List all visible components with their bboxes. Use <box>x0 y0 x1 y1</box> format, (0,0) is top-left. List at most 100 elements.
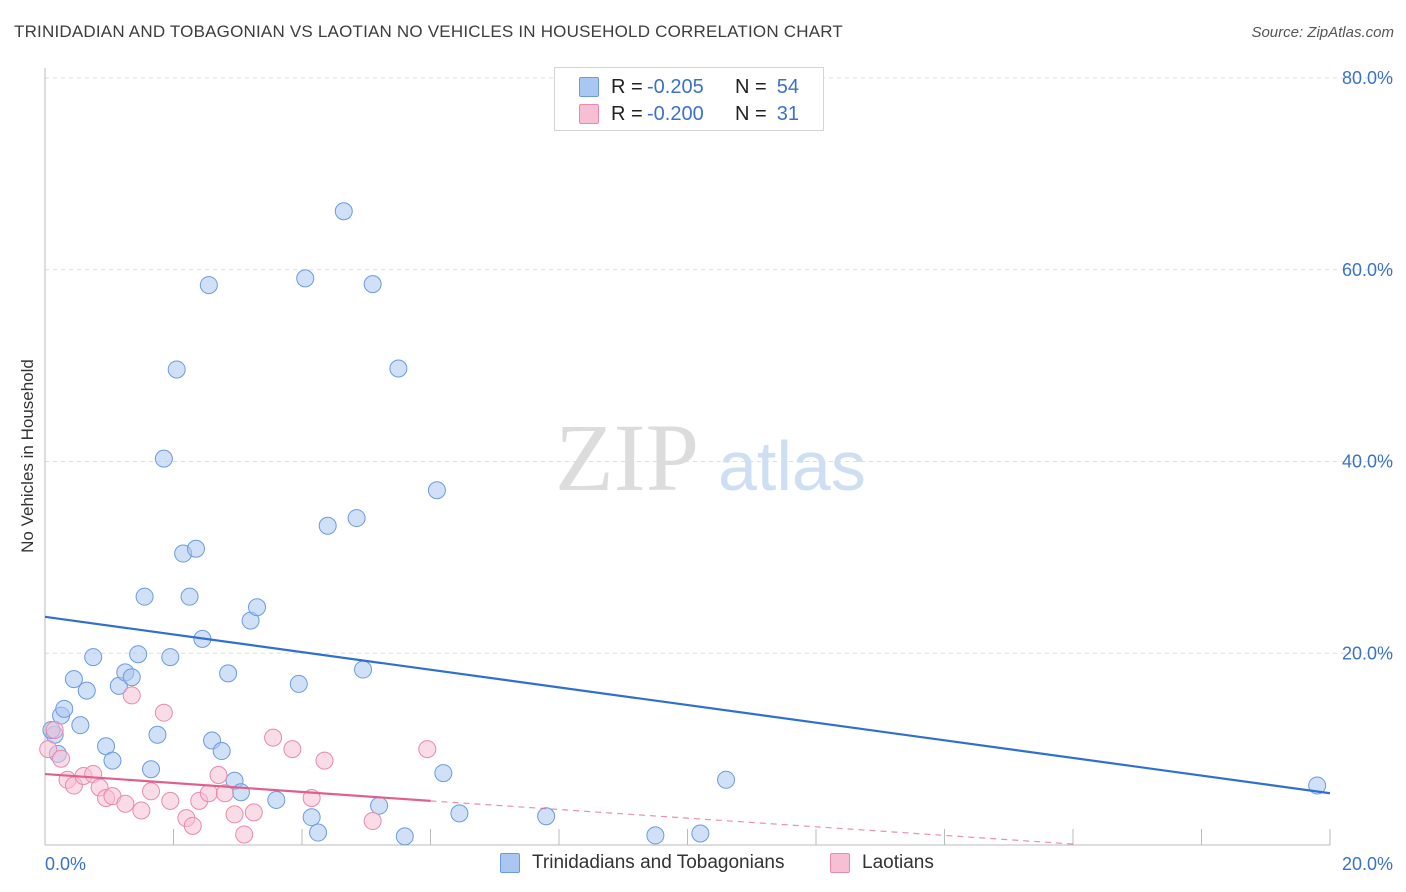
point-trinidadian <box>347 509 366 528</box>
x-tick-label-min: 0.0% <box>45 854 86 874</box>
x-tick-label-max: 20.0% <box>1342 854 1393 874</box>
point-trinidadian <box>318 516 337 535</box>
n-value: 31 <box>776 102 799 125</box>
point-laotian <box>199 784 218 803</box>
point-trinidadian <box>370 796 389 815</box>
point-laotian <box>264 728 283 747</box>
point-trinidadian <box>129 645 148 664</box>
point-laotian <box>154 703 173 722</box>
point-trinidadian <box>354 660 373 679</box>
trend-line-laotian <box>44 772 431 802</box>
stats-legend-box: R = -0.205 N = 54 R = -0.200 N = 31 <box>554 67 824 131</box>
point-trinidadian <box>122 668 141 687</box>
point-trinidadian <box>148 725 167 744</box>
point-trinidadian <box>84 648 103 667</box>
point-trinidadian <box>537 807 556 826</box>
point-laotian <box>116 794 135 813</box>
legend-label: Laotians <box>862 852 934 873</box>
point-trinidadian <box>395 827 414 846</box>
point-laotian <box>183 816 202 835</box>
series-legend: Trinidadians and Tobagonians Laotians <box>0 852 1406 878</box>
stats-swatch-laotian <box>579 104 599 124</box>
point-trinidadian <box>161 648 180 667</box>
n-value: 54 <box>776 75 799 98</box>
stats-row-laotian: R = -0.200 N = 31 <box>555 101 823 127</box>
n-label: N = <box>735 102 767 125</box>
watermark-zip: ZIP <box>555 404 699 511</box>
point-laotian <box>45 720 64 739</box>
tick-labels: 20.0% 40.0% 60.0% 80.0% 0.0% 20.0% <box>45 68 1393 874</box>
r-label: R = <box>611 75 643 98</box>
r-label: R = <box>611 102 643 125</box>
watermark: ZIP atlas <box>555 404 866 511</box>
point-trinidadian <box>646 826 665 845</box>
point-trinidadian <box>154 449 173 468</box>
point-laotian <box>225 805 244 824</box>
trend-line-trinidadian <box>44 615 1331 795</box>
r-value: -0.200 <box>647 102 704 125</box>
point-laotian <box>142 782 161 801</box>
point-trinidadian <box>691 824 710 843</box>
y-tick-label: 40.0% <box>1342 452 1393 472</box>
point-trinidadian <box>248 598 267 617</box>
legend-item-trinidadian[interactable]: Trinidadians and Tobagonians <box>500 852 784 874</box>
stats-row-trinidadian: R = -0.205 N = 54 <box>555 74 823 100</box>
gridlines <box>45 77 1395 654</box>
point-laotian <box>122 686 141 705</box>
point-trinidadian <box>289 674 308 693</box>
point-laotian <box>418 740 437 759</box>
point-trinidadian <box>717 770 736 789</box>
point-laotian <box>161 791 180 810</box>
point-trinidadian <box>219 664 238 683</box>
point-trinidadian <box>142 760 161 779</box>
chart-title: TRINIDADIAN AND TOBAGONIAN VS LAOTIAN NO… <box>14 22 844 41</box>
point-laotian <box>132 801 151 820</box>
point-trinidadian <box>180 587 199 606</box>
point-trinidadian <box>71 716 90 735</box>
y-tick-label: 20.0% <box>1342 643 1393 663</box>
source-label: Source: ZipAtlas.com <box>1251 24 1394 41</box>
point-laotian <box>315 751 334 770</box>
point-trinidadian <box>267 790 286 809</box>
watermark-atlas: atlas <box>718 427 866 505</box>
point-trinidadian <box>427 481 446 500</box>
point-trinidadian <box>186 539 205 558</box>
legend-label: Trinidadians and Tobagonians <box>532 852 785 873</box>
point-trinidadian <box>450 804 469 823</box>
point-trinidadian <box>309 823 328 842</box>
point-laotian <box>52 749 71 768</box>
data-points <box>39 202 1327 846</box>
point-laotian <box>363 812 382 831</box>
point-trinidadian <box>103 751 122 770</box>
point-trinidadian <box>167 360 186 379</box>
legend-swatch-trinidadian <box>500 853 520 873</box>
point-trinidadian <box>434 764 453 783</box>
point-laotian <box>244 803 263 822</box>
trend-lines <box>44 615 1331 845</box>
point-laotian <box>235 825 254 844</box>
point-trinidadian <box>212 742 231 761</box>
point-laotian <box>215 784 234 803</box>
point-trinidadian <box>55 699 74 718</box>
legend-item-laotian[interactable]: Laotians <box>830 852 934 874</box>
axes <box>44 68 1331 846</box>
point-trinidadian <box>334 202 353 221</box>
y-tick-label: 80.0% <box>1342 68 1393 88</box>
r-value: -0.205 <box>647 75 704 98</box>
stats-swatch-trinidadian <box>579 77 599 97</box>
point-trinidadian <box>296 269 315 288</box>
point-trinidadian <box>199 276 218 295</box>
n-label: N = <box>735 75 767 98</box>
point-trinidadian <box>363 275 382 294</box>
point-trinidadian <box>64 670 83 689</box>
point-laotian <box>283 740 302 759</box>
point-laotian <box>39 740 58 759</box>
point-laotian <box>209 766 228 785</box>
trend-line-laotian-extension <box>430 800 1074 845</box>
point-trinidadian <box>77 681 96 700</box>
y-tick-label: 60.0% <box>1342 260 1393 280</box>
point-trinidadian <box>389 359 408 378</box>
point-trinidadian <box>302 808 321 827</box>
point-trinidadian <box>135 587 154 606</box>
